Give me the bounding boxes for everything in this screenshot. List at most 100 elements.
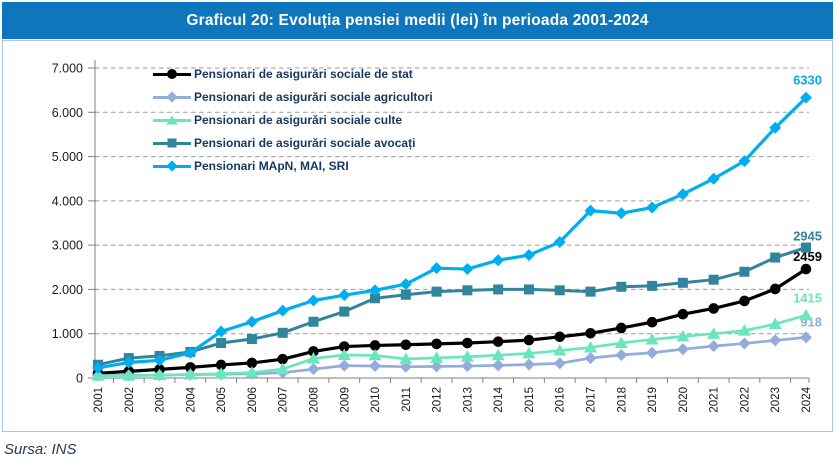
series-line-4 xyxy=(97,96,808,370)
data-point xyxy=(707,340,720,353)
data-point xyxy=(585,327,596,339)
data-point xyxy=(460,350,474,362)
data-point xyxy=(708,303,719,314)
data-point xyxy=(800,263,812,275)
legend-marker-icon xyxy=(153,114,191,126)
data-point xyxy=(462,285,473,296)
data-point xyxy=(737,324,751,336)
data-point xyxy=(492,336,504,347)
data-point xyxy=(276,362,290,375)
end-value-label: 1415 xyxy=(793,290,822,305)
data-point xyxy=(739,266,750,277)
data-point xyxy=(799,308,813,321)
data-point xyxy=(800,91,812,104)
data-point xyxy=(306,352,320,364)
x-tick-label: 2009 xyxy=(339,387,351,413)
x-tick-label: 2010 xyxy=(370,387,382,413)
data-point xyxy=(522,249,535,262)
x-tick-label: 2018 xyxy=(616,387,628,413)
data-point xyxy=(368,348,382,361)
data-point xyxy=(246,357,258,369)
data-point xyxy=(369,360,382,373)
y-tick-label: 7.000 xyxy=(52,62,83,76)
data-point xyxy=(153,368,167,381)
data-point xyxy=(369,340,381,351)
data-point xyxy=(707,327,721,339)
data-point xyxy=(676,329,690,342)
data-point xyxy=(646,346,659,359)
x-tick-label: 2008 xyxy=(308,387,320,413)
chart-area: 0 1.000 2.000 3.000 4.000 5.000 6.000 7.000 2001… xyxy=(2,40,833,432)
x-tick-label: 2020 xyxy=(678,387,690,413)
chart-legend: Pensionari de asigurări sociale de stat P… xyxy=(153,62,433,177)
x-tick-label: 2023 xyxy=(770,387,782,413)
end-value-label: 6330 xyxy=(793,73,822,88)
data-point xyxy=(308,346,319,357)
data-point xyxy=(400,339,412,351)
legend-label: Pensionari MApN, MAI, SRI xyxy=(194,158,349,173)
data-point xyxy=(185,362,196,373)
data-point xyxy=(553,344,567,356)
data-point xyxy=(554,331,566,343)
data-point xyxy=(647,280,658,291)
legend-item-0: Pensionari de asigurări sociale de stat xyxy=(153,62,433,85)
data-point xyxy=(522,346,536,359)
data-point xyxy=(801,242,811,253)
data-point xyxy=(338,359,351,372)
x-tick-label: 2002 xyxy=(124,387,136,413)
legend-marker-icon xyxy=(153,159,191,172)
data-point xyxy=(493,284,504,295)
legend-item-4: Pensionari MApN, MAI, SRI xyxy=(153,154,433,177)
x-tick-label: 2012 xyxy=(432,387,444,413)
data-point xyxy=(614,336,628,349)
x-tick-label: 2021 xyxy=(709,387,721,413)
y-tick-label: 4.000 xyxy=(52,194,83,208)
x-tick-label: 2024 xyxy=(801,386,813,412)
x-tick-label: 2016 xyxy=(555,387,567,413)
x-tick-label: 2005 xyxy=(216,387,228,413)
data-point xyxy=(339,306,350,317)
data-point xyxy=(307,363,320,376)
data-point xyxy=(184,346,197,359)
data-point xyxy=(554,285,565,296)
data-point xyxy=(431,338,442,350)
data-point xyxy=(461,360,474,373)
data-point xyxy=(430,360,443,373)
data-point xyxy=(615,348,628,361)
data-point xyxy=(337,348,351,360)
x-tick-label: 2015 xyxy=(524,387,536,413)
data-point xyxy=(769,334,782,347)
data-point xyxy=(616,281,627,292)
data-point xyxy=(646,316,658,328)
source-note: Sursa: INS xyxy=(4,441,77,458)
line-chart: 0 1.000 2.000 3.000 4.000 5.000 6.000 7.000 2001… xyxy=(52,60,822,413)
data-point xyxy=(430,262,443,275)
data-point xyxy=(215,325,228,338)
data-point xyxy=(492,359,505,372)
data-point xyxy=(246,334,257,345)
data-point xyxy=(215,359,227,371)
x-tick-label: 2006 xyxy=(247,387,259,413)
data-point xyxy=(769,121,782,134)
data-point xyxy=(277,353,288,365)
legend-label: Pensionari de asigurări sociale avocați xyxy=(194,135,416,150)
data-point xyxy=(768,317,782,329)
data-point xyxy=(399,352,413,364)
data-point xyxy=(276,304,289,317)
series-line-2 xyxy=(97,314,807,378)
data-point xyxy=(584,204,597,217)
x-tick-label: 2013 xyxy=(462,387,474,413)
data-point xyxy=(245,366,259,378)
data-point xyxy=(553,357,566,370)
data-point xyxy=(491,348,505,361)
data-point xyxy=(769,283,781,295)
data-point xyxy=(707,172,720,185)
data-point xyxy=(616,322,627,334)
legend-marker-icon xyxy=(153,90,191,103)
data-point xyxy=(770,252,781,263)
data-point xyxy=(584,340,598,353)
data-point xyxy=(183,367,197,380)
data-point xyxy=(615,207,628,220)
data-point xyxy=(553,236,566,249)
data-point xyxy=(430,351,444,363)
